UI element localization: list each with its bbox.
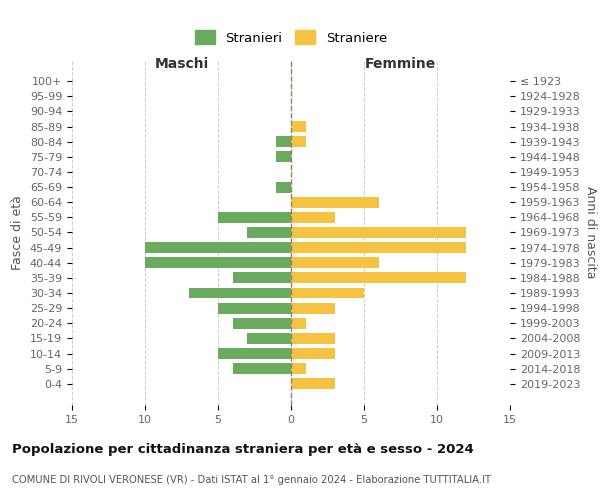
- Bar: [218, 302, 291, 314]
- Bar: [291, 348, 335, 359]
- Bar: [218, 348, 291, 359]
- Bar: [291, 212, 335, 223]
- Bar: [291, 302, 335, 314]
- Bar: [291, 242, 466, 253]
- Bar: [247, 333, 291, 344]
- Y-axis label: Anni di nascita: Anni di nascita: [584, 186, 597, 279]
- Bar: [145, 258, 291, 268]
- Text: Popolazione per cittadinanza straniera per età e sesso - 2024: Popolazione per cittadinanza straniera p…: [12, 442, 474, 456]
- Bar: [233, 318, 291, 329]
- Legend: Stranieri, Straniere: Stranieri, Straniere: [190, 25, 392, 50]
- Bar: [291, 258, 379, 268]
- Bar: [277, 136, 291, 147]
- Text: Maschi: Maschi: [154, 56, 209, 70]
- Bar: [233, 364, 291, 374]
- Bar: [291, 364, 305, 374]
- Text: COMUNE DI RIVOLI VERONESE (VR) - Dati ISTAT al 1° gennaio 2024 - Elaborazione TU: COMUNE DI RIVOLI VERONESE (VR) - Dati IS…: [12, 475, 491, 485]
- Y-axis label: Fasce di età: Fasce di età: [11, 195, 25, 270]
- Bar: [291, 136, 305, 147]
- Bar: [277, 182, 291, 192]
- Bar: [291, 288, 364, 298]
- Bar: [291, 318, 305, 329]
- Bar: [291, 272, 466, 283]
- Bar: [291, 333, 335, 344]
- Bar: [291, 121, 305, 132]
- Bar: [233, 272, 291, 283]
- Bar: [291, 197, 379, 207]
- Bar: [247, 227, 291, 238]
- Bar: [145, 242, 291, 253]
- Bar: [291, 378, 335, 390]
- Bar: [277, 152, 291, 162]
- Bar: [218, 212, 291, 223]
- Bar: [189, 288, 291, 298]
- Text: Femmine: Femmine: [365, 56, 436, 70]
- Bar: [291, 227, 466, 238]
